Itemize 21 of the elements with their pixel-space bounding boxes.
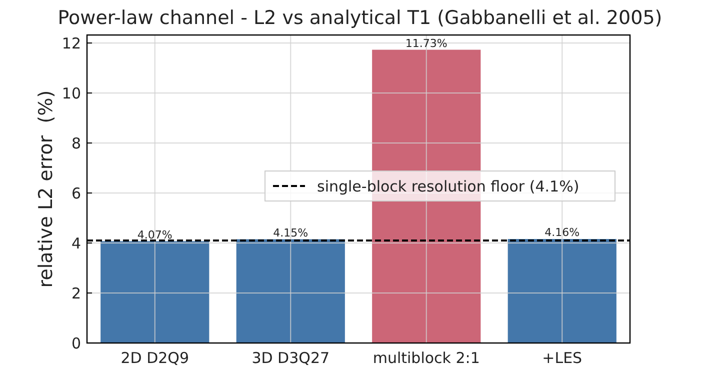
y-tick-label: 0 [71, 334, 81, 352]
bar [508, 239, 616, 343]
chart-title: Power-law channel - L2 vs analytical T1 (Gabbanelli et al. 2005) [58, 7, 662, 29]
x-tick-label: 3D D3Q27 [252, 349, 330, 367]
y-tick-label: 2 [71, 284, 81, 302]
y-tick-label: 10 [62, 84, 81, 102]
x-tick-label: 2D D2Q9 [120, 349, 190, 367]
legend-label: single-block resolution floor (4.1%) [317, 177, 580, 196]
data-label: 4.15% [273, 226, 308, 240]
y-tick-label: 4 [71, 234, 81, 252]
bar [100, 241, 210, 343]
data-label: 4.16% [544, 226, 580, 239]
y-axis-title: relative L2 error (%) [35, 90, 57, 288]
y-tick-label: 8 [71, 134, 81, 152]
x-tick-label: +LES [542, 349, 582, 367]
data-label: 11.73% [405, 36, 448, 50]
y-tick-label: 6 [71, 184, 81, 202]
x-tick-label: multiblock 2:1 [372, 349, 480, 367]
y-tick-label: 12 [62, 34, 81, 52]
bar [236, 239, 345, 343]
data-label: 4.07% [137, 228, 172, 242]
